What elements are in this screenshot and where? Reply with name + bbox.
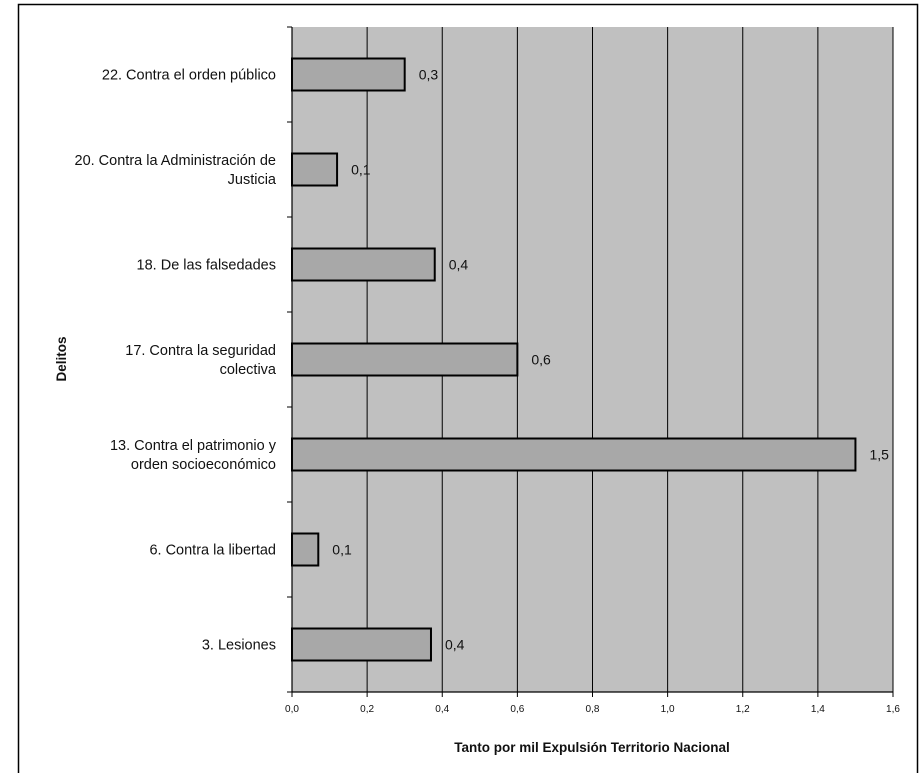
bar-value-label: 0,1: [351, 162, 371, 178]
x-tick-label: 0,4: [435, 704, 449, 715]
bar: [291, 437, 857, 472]
x-tick-label: 1,6: [886, 704, 900, 715]
x-tick-label: 1,4: [811, 704, 825, 715]
bar: [291, 342, 519, 377]
bar-value-label: 1,5: [869, 447, 889, 463]
category-label: 22. Contra el orden público: [102, 68, 276, 84]
category-label: colectiva: [220, 362, 277, 378]
bar: [291, 532, 320, 567]
category-label: Justicia: [228, 172, 277, 188]
y-axis-title: Delitos: [54, 336, 69, 381]
y-axis: 22. Contra el orden público 20. Contra la…: [75, 26, 293, 693]
category-label: 17. Contra la seguridad: [125, 343, 276, 359]
x-axis-title: Tanto por mil Expulsión Territorio Nacio…: [454, 740, 730, 755]
category-label: 20. Contra la Administración de: [75, 153, 277, 169]
bar-value-label: 0,4: [449, 257, 469, 273]
x-tick-label: 0,0: [285, 704, 299, 715]
category-label: 18. De las falsedades: [137, 258, 276, 274]
bar-value-label: 0,3: [419, 67, 439, 83]
x-tick-label: 1,0: [661, 704, 675, 715]
bar: [291, 152, 339, 187]
x-tick-label: 0,2: [360, 704, 374, 715]
category-label: 3. Lesiones: [202, 638, 276, 654]
bar-value-label: 0,4: [445, 637, 465, 653]
bar-value-label: 0,1: [332, 542, 352, 558]
x-tick-label: 0,6: [510, 704, 524, 715]
category-label: 6. Contra la libertad: [149, 543, 276, 559]
bar: [291, 57, 406, 92]
category-label: orden socioeconómico: [131, 457, 276, 473]
x-axis: 0,0 0,2 0,4 0,6 0,8 1,0 1,2 1,4 1,6: [285, 691, 900, 715]
x-tick-label: 1,2: [736, 704, 750, 715]
bar: [291, 627, 432, 662]
bar-value-label: 0,6: [531, 352, 551, 368]
data-labels: 0,3 0,1 0,4 0,6 1,5 0,1 0,4: [332, 67, 889, 653]
x-tick-label: 0,8: [586, 704, 600, 715]
category-label: 13. Contra el patrimonio y: [110, 438, 277, 454]
bar: [291, 247, 436, 282]
